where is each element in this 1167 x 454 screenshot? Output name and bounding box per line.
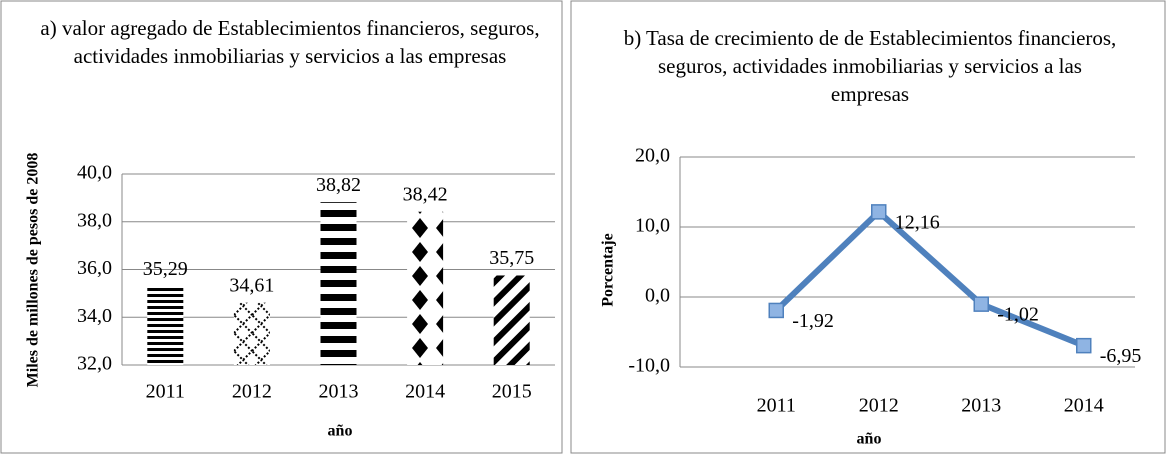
bar [320,202,357,365]
bar [147,286,184,365]
y-tick-label: 0,0 [645,285,670,307]
bar [493,275,530,365]
y-axis-label: Porcentaje [600,233,617,306]
y-tick-label: 40,0 [77,162,112,184]
data-label: 34,61 [229,274,274,296]
title-box: a) valor agregado de Establecimientos fi… [40,16,540,68]
bar [407,211,444,365]
x-tick-label: 2011 [146,381,185,403]
x-tick-label: 2013 [961,395,1001,417]
x-tick-label: 2014 [405,381,445,403]
y-tick-label: 10,0 [635,215,670,237]
marker [871,204,887,220]
x-tick-label: 2014 [1064,395,1104,417]
marker [973,296,989,312]
panel-border [0,0,563,454]
x-axis-label: año [328,423,353,440]
panel-border [570,0,1166,454]
chart-title: a) valor agregado de Establecimientos fi… [40,16,540,68]
data-label: 38,42 [403,183,448,205]
x-tick-label: 2015 [492,381,532,403]
x-tick-label: 2013 [319,381,359,403]
line [774,208,1085,349]
chart-title: b) Tasa de crecimiento de de Establecimi… [623,26,1117,106]
title-box: b) Tasa de crecimiento de de Establecimi… [623,26,1117,106]
data-label: 35,75 [489,247,534,269]
data-label: 38,82 [316,174,361,196]
y-tick-label: -10,0 [628,355,670,377]
data-label: 12,16 [895,211,940,233]
y-tick-label: 34,0 [77,305,112,327]
y-tick-label: 32,0 [77,353,112,375]
y-tick-label: 36,0 [77,257,112,279]
data-label: -1,02 [997,304,1039,326]
y-axis-label: Miles de millones de pesos de 2008 [25,153,42,388]
y-tick-label: 38,0 [77,209,112,231]
y-tick-label: 20,0 [635,145,670,167]
marker [1076,337,1092,354]
x-tick-label: 2012 [232,381,272,403]
x-axis-label: año [857,431,882,448]
data-label: -1,92 [792,310,834,332]
marker [768,302,784,319]
data-label: -6,95 [1100,345,1142,367]
bar [233,302,270,365]
x-tick-label: 2012 [859,395,899,417]
x-tick-label: 2011 [757,395,796,417]
data-label: 35,29 [143,258,188,280]
